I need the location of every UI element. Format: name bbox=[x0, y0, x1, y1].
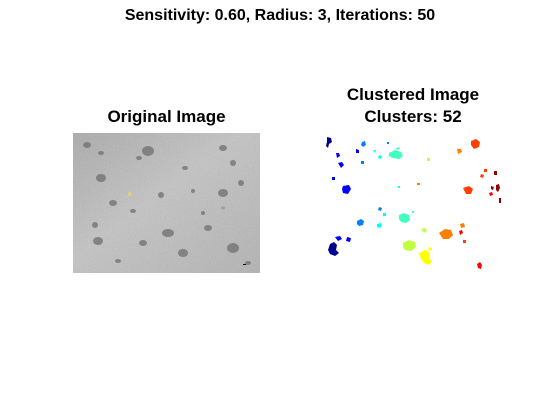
clustered-image-title: Clustered Image bbox=[346, 85, 480, 104]
clustered-image-segments bbox=[326, 137, 501, 269]
clusters-count-label: Clusters: 52 bbox=[364, 107, 462, 126]
original-image-texture bbox=[73, 133, 260, 273]
figure-suptitle: Sensitivity: 0.60, Radius: 3, Iterations… bbox=[124, 7, 436, 24]
original-image bbox=[73, 133, 260, 273]
original-image-title: Original Image bbox=[107, 107, 226, 126]
clustered-image bbox=[319, 133, 507, 274]
